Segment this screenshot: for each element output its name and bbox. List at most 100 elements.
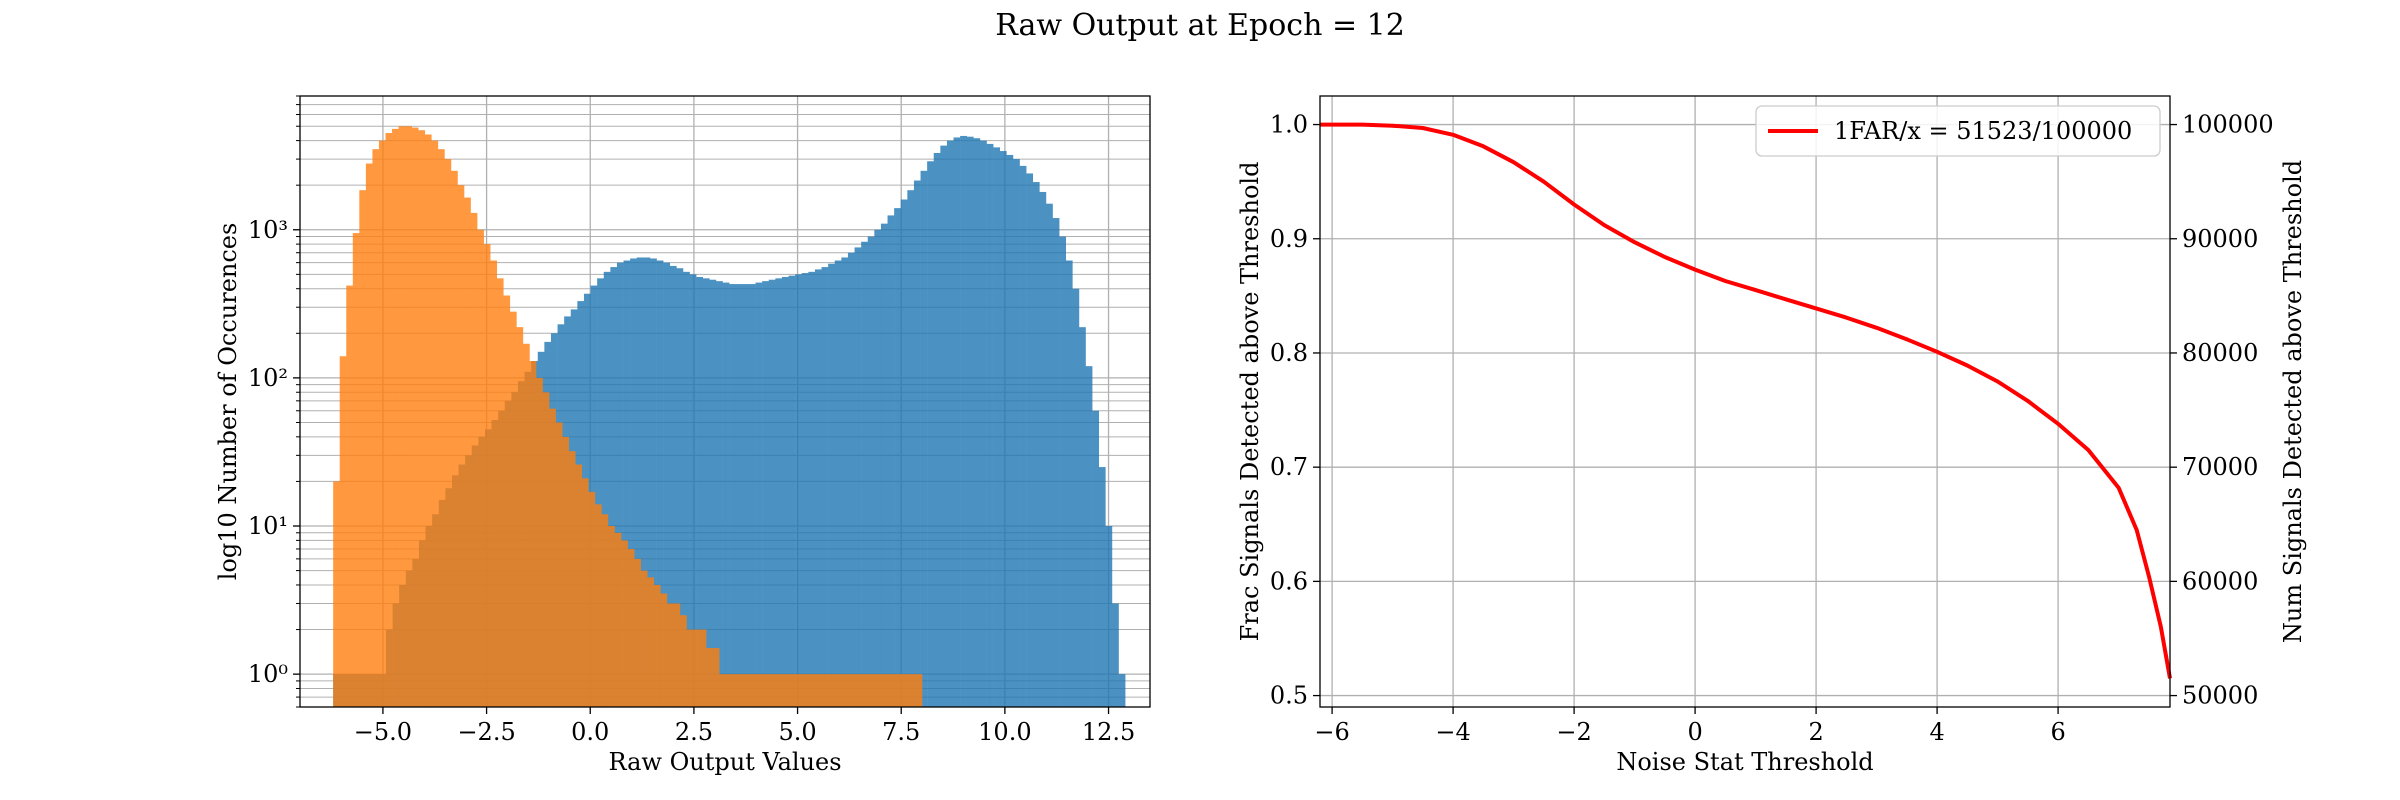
x-tick-label: 5.0 (778, 718, 816, 746)
x-tick-label: 12.5 (1082, 718, 1135, 746)
histogram-bar (669, 265, 677, 707)
histogram-bar (640, 570, 648, 707)
histogram-bar (817, 674, 825, 707)
histogram-bar (549, 408, 556, 707)
y-tick-label: 0.8 (1270, 339, 1308, 367)
histogram-bar (775, 278, 783, 707)
histogram-bar (778, 674, 785, 707)
y-right-tick-label: 90000 (2182, 225, 2258, 253)
histogram-bar (339, 356, 347, 707)
histogram-bar (457, 185, 465, 707)
histogram-bar (516, 327, 524, 707)
histogram-bar (999, 151, 1007, 707)
histogram-bar (894, 208, 902, 707)
histogram-bar (490, 260, 498, 707)
legend-box (1755, 105, 2161, 157)
histogram-bar (940, 145, 948, 707)
histogram-bar (953, 137, 961, 708)
histogram-bar (398, 126, 406, 708)
axes-frame (1319, 95, 2171, 708)
x-tick-label: 7.5 (882, 718, 920, 746)
histogram-bar (781, 276, 789, 707)
histogram-bar (509, 311, 517, 707)
histogram-bar (696, 276, 704, 707)
y-right-tick-label: 100000 (2182, 111, 2274, 139)
histogram-bar (614, 532, 622, 707)
y-tick-label: 1.0 (1270, 111, 1308, 139)
histogram-bar (702, 278, 710, 707)
histogram-bar (843, 674, 851, 707)
histogram-bar (647, 577, 655, 707)
x-tick-label: 0 (1687, 718, 1702, 746)
histogram-bar (748, 284, 756, 707)
histogram-bar (927, 161, 935, 707)
histogram-bar (562, 436, 569, 707)
histogram-bar (966, 136, 974, 708)
histogram-bar (483, 244, 491, 707)
histogram-bar (709, 279, 717, 707)
histogram-bar (1032, 182, 1040, 708)
histogram-bar (1092, 410, 1100, 707)
histogram-bar (385, 133, 393, 708)
histogram-bar (719, 674, 726, 707)
x-tick-label: −2 (1556, 718, 1591, 746)
histogram-bar (450, 170, 458, 708)
histogram-bar (880, 223, 888, 707)
histogram-bar (1045, 203, 1053, 707)
histogram-bar (477, 229, 484, 707)
x-axis-label: Noise Stat Threshold (1616, 748, 1873, 776)
histogram-bar (1039, 191, 1047, 708)
histogram-bar (993, 147, 1001, 708)
histogram-bar (1098, 467, 1106, 707)
histogram-bar (666, 603, 674, 707)
histogram-bar (823, 674, 831, 707)
histogram-bar (660, 593, 668, 707)
histogram-bar (889, 674, 897, 707)
x-tick-label: −6 (1314, 718, 1349, 746)
histogram-bar (755, 282, 763, 707)
histogram-bar (979, 140, 987, 707)
histogram-bar (920, 170, 928, 708)
histogram-bar (1059, 236, 1067, 708)
histogram-bar (738, 674, 746, 707)
histogram-bar (616, 262, 624, 707)
histogram-bar (732, 674, 740, 707)
histogram-bar (568, 451, 576, 707)
histogram-bar (411, 127, 419, 708)
figure-title: Raw Output at Epoch = 12 (995, 8, 1405, 43)
histogram-bar (692, 629, 700, 707)
x-tick-label: 6 (2050, 718, 2065, 746)
histogram-bar (863, 674, 870, 707)
histogram-bar (1072, 288, 1080, 707)
histogram-bar (575, 464, 583, 707)
histogram-bar (735, 284, 743, 707)
histogram-bar (973, 138, 981, 707)
histogram-bar (623, 260, 631, 707)
histogram-bar (496, 278, 504, 707)
histogram-bar (895, 674, 903, 707)
histogram-bar (764, 674, 772, 707)
histogram-bar (908, 674, 916, 707)
legend: 1FAR/x = 51523/100000 (1755, 105, 2161, 157)
histogram-series-2 (333, 126, 923, 708)
histogram-bar (1111, 603, 1119, 707)
histogram-bar (607, 526, 615, 707)
x-tick-label: 4 (1929, 718, 1944, 746)
histogram-bar (768, 279, 776, 707)
x-tick-label: −5.0 (354, 718, 412, 746)
histogram-bar (431, 140, 439, 707)
histogram-bar (594, 504, 602, 707)
histogram-bar (900, 199, 908, 708)
histogram-bar (828, 263, 836, 707)
histogram-bar (986, 143, 994, 707)
x-tick-label: −2.5 (457, 718, 515, 746)
histogram-bar (634, 558, 641, 707)
histogram-bar (745, 674, 753, 707)
histogram-bar (797, 674, 805, 707)
histogram-bar (610, 267, 618, 707)
detection-curve-chart: −6 −4 −2 0 2 4 6 0.5 0.6 0.7 0.8 0.9 1.0 50000 60000 70… (1236, 95, 2307, 776)
histogram-bar (359, 190, 367, 707)
histogram-bar (1118, 674, 1126, 707)
histogram-bar (588, 491, 596, 707)
histogram-bar (784, 674, 792, 707)
